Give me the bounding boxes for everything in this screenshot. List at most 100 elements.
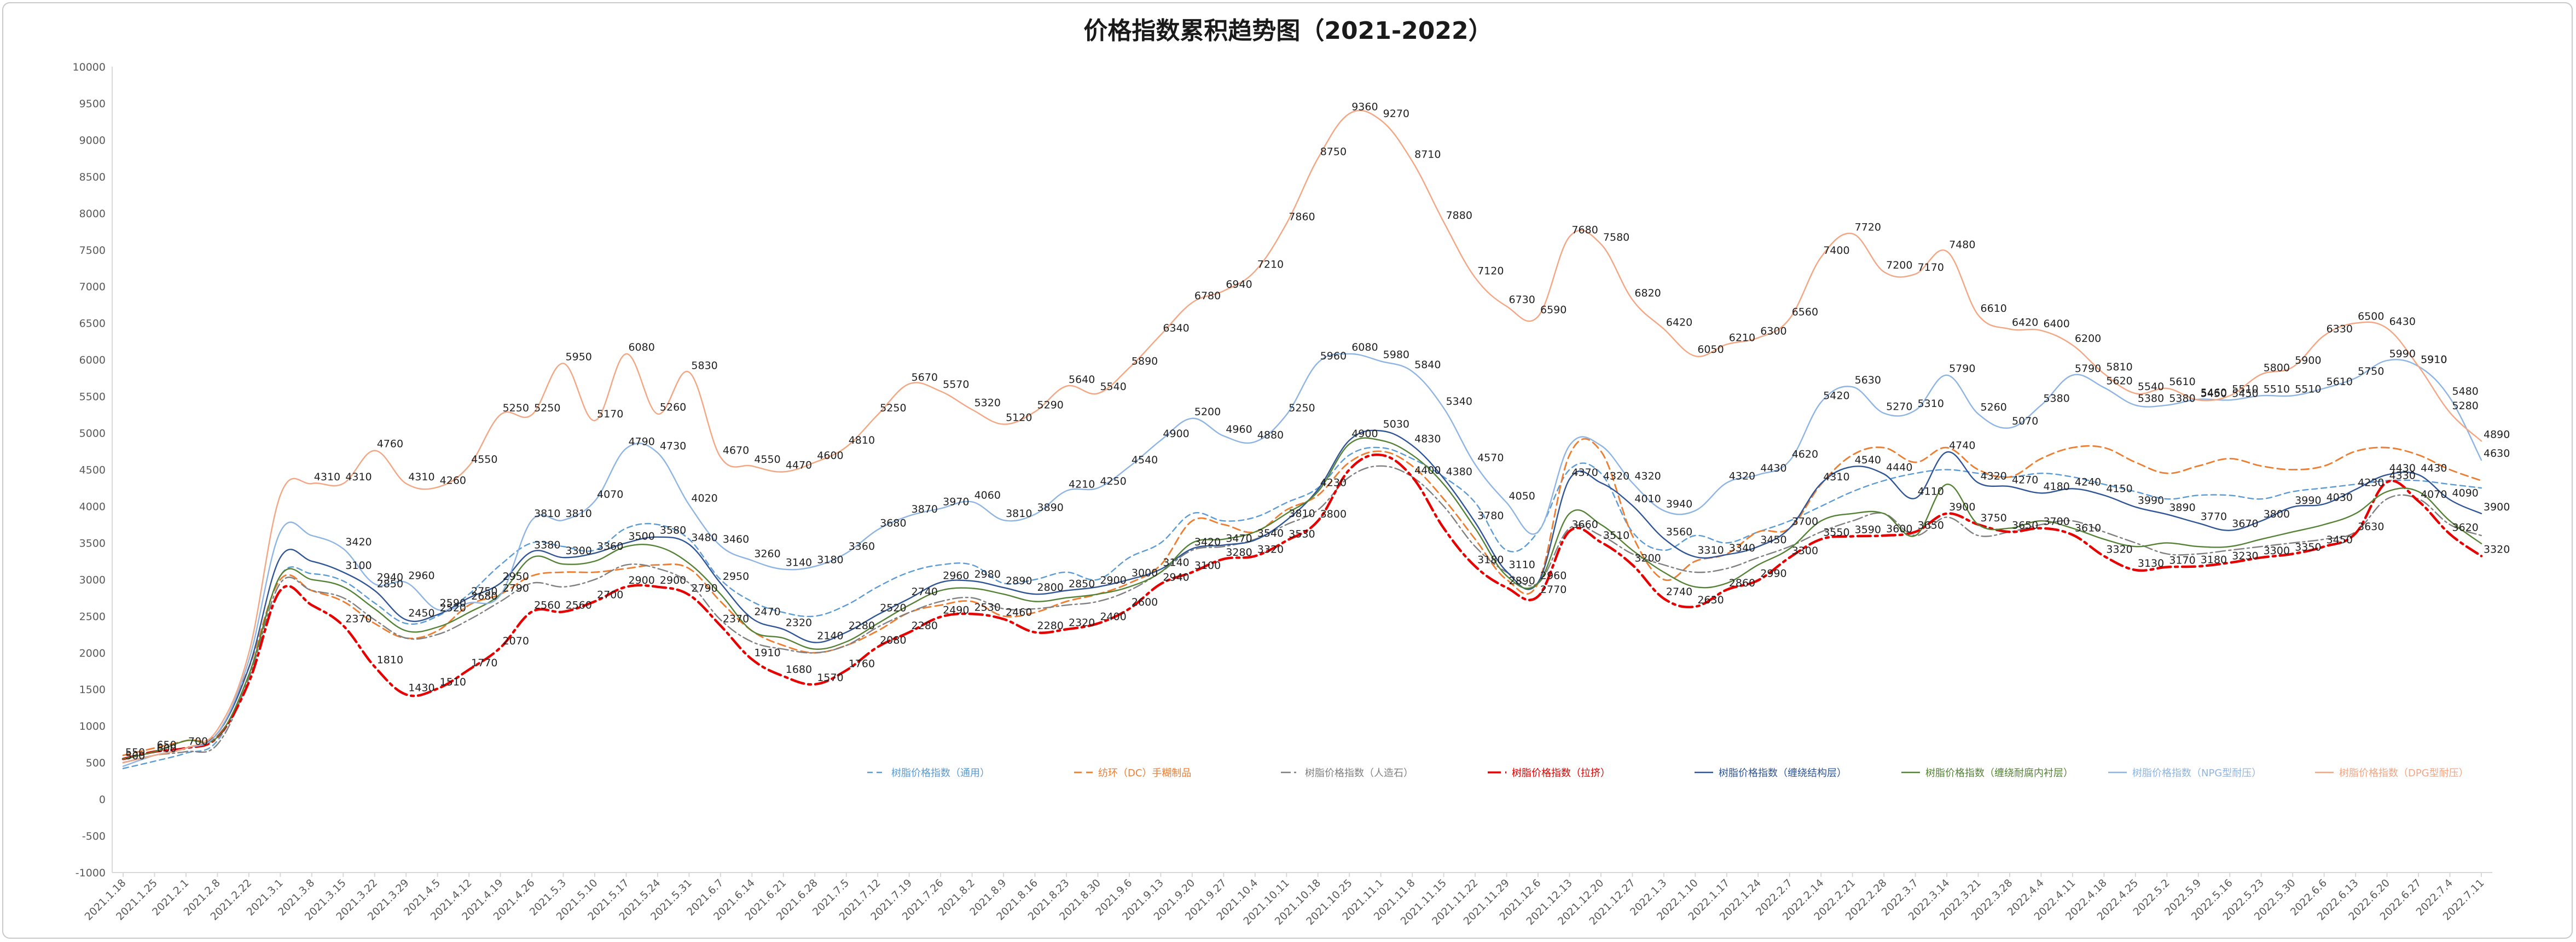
data-label: 5200: [1194, 406, 1221, 418]
data-label: 2630: [1697, 594, 1724, 606]
data-label: 3590: [1855, 524, 1881, 536]
data-label: 3500: [628, 530, 654, 542]
data-label: 7720: [1855, 221, 1881, 233]
data-label: 4070: [597, 489, 623, 501]
y-tick-label: 6000: [79, 354, 106, 367]
data-label: 4600: [817, 450, 843, 462]
data-label: 3540: [1257, 527, 1284, 539]
data-label: 2770: [1540, 584, 1567, 596]
y-tick-label: 2000: [79, 647, 106, 659]
data-label: 8750: [1320, 146, 1347, 158]
data-label: 5260: [1981, 402, 2007, 414]
data-label: 2900: [1100, 574, 1126, 586]
data-label: 7860: [1289, 211, 1315, 223]
data-label: 3510: [1603, 530, 1629, 542]
data-label: 5540: [1100, 381, 1126, 393]
data-label: 3260: [754, 548, 780, 560]
data-label: 4670: [723, 445, 749, 457]
data-label: 6780: [1194, 290, 1221, 302]
y-axis: -1000 -500 0 500 1000 1500 2000 2500 3000 3500 400…: [73, 61, 113, 879]
data-label: 9270: [1383, 108, 1409, 120]
data-label: 4320: [1603, 470, 1629, 482]
data-label: 4550: [754, 453, 780, 466]
data-label: 5900: [2295, 354, 2321, 367]
data-label: 2700: [597, 589, 623, 601]
data-label: 5810: [2106, 361, 2132, 373]
data-label: 5510: [2232, 383, 2258, 395]
data-label: 5640: [1069, 374, 1095, 386]
y-tick-label: 1000: [79, 720, 106, 732]
data-label: 4830: [1414, 433, 1441, 445]
data-label: 3800: [2264, 508, 2290, 520]
data-label: 8710: [1414, 149, 1441, 161]
data-label: 5260: [660, 402, 686, 414]
data-label: 3320: [2106, 544, 2132, 556]
data-label: 5030: [1383, 418, 1409, 431]
legend-label: 树脂价格指数（通用）: [891, 767, 990, 779]
data-label: 6590: [1540, 304, 1567, 316]
data-label: 3360: [597, 540, 623, 553]
data-label: 4180: [2043, 480, 2069, 492]
data-label: 5830: [691, 359, 717, 371]
data-label: 6430: [2389, 316, 2416, 328]
series-line-4: [122, 429, 2482, 764]
data-label: 4900: [1351, 428, 1378, 440]
data-label: 2680: [471, 590, 497, 602]
data-label: 2750: [471, 585, 497, 597]
data-label: 5450: [2232, 387, 2258, 399]
data-label: 4400: [1414, 464, 1441, 476]
legend-label: 树脂价格指数（DPG型耐压）: [2339, 767, 2469, 779]
data-label: 2070: [503, 635, 529, 647]
data-label: 5510: [2264, 383, 2290, 395]
data-label: 7400: [1823, 245, 1849, 257]
data-label: 5510: [2295, 383, 2321, 395]
data-label: 3900: [2484, 501, 2510, 513]
data-label: 2280: [912, 620, 938, 632]
data-label: 2860: [1729, 577, 1755, 589]
data-label: 4890: [2484, 428, 2510, 440]
data-label: 3940: [1666, 498, 1692, 510]
data-label: 2280: [849, 620, 875, 632]
data-label: 4150: [2106, 482, 2132, 495]
legend-label: 树脂价格指数（拉挤）: [1512, 767, 1610, 779]
data-label: 2520: [880, 602, 906, 614]
data-label: 3180: [817, 554, 843, 566]
data-label: 4260: [440, 475, 466, 487]
data-label: 2960: [1540, 570, 1567, 582]
data-label: 5790: [2075, 363, 2101, 375]
data-label: 3870: [912, 503, 938, 515]
data-label: 1680: [786, 664, 812, 676]
data-label: 2950: [503, 571, 529, 583]
data-label: 4270: [2012, 474, 2038, 486]
data-label: 4570: [1477, 452, 1504, 464]
data-label: 5280: [2452, 400, 2479, 412]
data-label: 2280: [1037, 620, 1064, 632]
data-label: 7170: [1918, 261, 1944, 274]
data-label: 2900: [628, 574, 654, 586]
data-label: 4380: [1446, 466, 1472, 478]
data-label: 5380: [2043, 393, 2069, 405]
y-tick-label: 9000: [79, 135, 106, 147]
data-label: 5540: [2138, 381, 2164, 393]
data-label: 5250: [534, 402, 560, 414]
data-label: 5910: [2421, 354, 2447, 366]
data-label: 3650: [1918, 519, 1944, 531]
data-label: 6420: [1666, 316, 1692, 328]
data-label: 4010: [1634, 493, 1661, 505]
data-label: 5310: [1918, 398, 1944, 410]
data-label: 3420: [1194, 536, 1221, 548]
data-label: 6400: [2043, 318, 2069, 330]
data-label: 2850: [377, 578, 403, 590]
data-label: 3450: [2326, 534, 2353, 546]
data-label: 3320: [2484, 544, 2510, 556]
y-tick-label: 6500: [79, 318, 106, 330]
data-label: 2800: [1037, 582, 1064, 594]
legend-label: 树脂价格指数（缠绕耐腐内衬层）: [1925, 767, 2073, 779]
data-label: 2560: [566, 599, 592, 611]
data-label: 4440: [1886, 462, 1912, 474]
data-label: 4210: [1069, 478, 1095, 490]
data-label: 6050: [1697, 344, 1724, 356]
y-tick-label: 4000: [79, 501, 106, 513]
data-label: 4050: [1509, 490, 1535, 502]
data-label: 2450: [408, 607, 434, 619]
